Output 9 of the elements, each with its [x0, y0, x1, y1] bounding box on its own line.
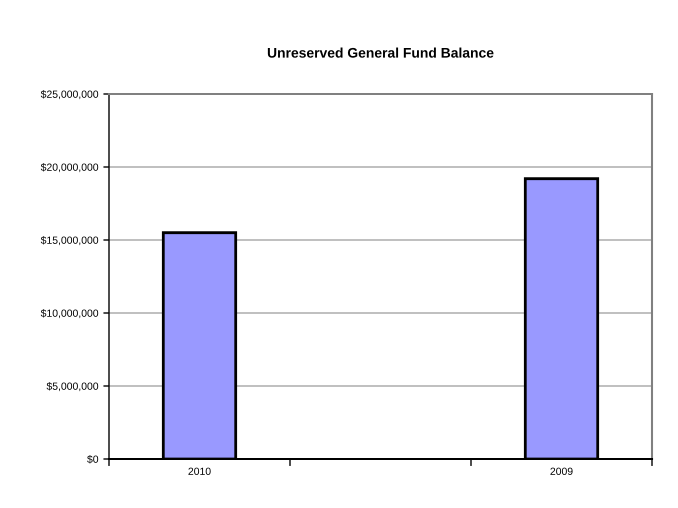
y-tick-label: $15,000,000 [40, 236, 98, 246]
chart-title: Unreserved General Fund Balance [268, 48, 494, 58]
y-tick-label: $10,000,000 [40, 309, 98, 318]
y-tick-label: $5,000,000 [46, 382, 98, 392]
y-tick-label: $25,000,000 [40, 90, 98, 100]
x-tick-label: 2009 [550, 468, 573, 475]
y-tick-label: $20,000,000 [40, 163, 98, 172]
y-tick-label: $0 [87, 455, 98, 464]
x-tick-label: 2010 [188, 468, 211, 475]
